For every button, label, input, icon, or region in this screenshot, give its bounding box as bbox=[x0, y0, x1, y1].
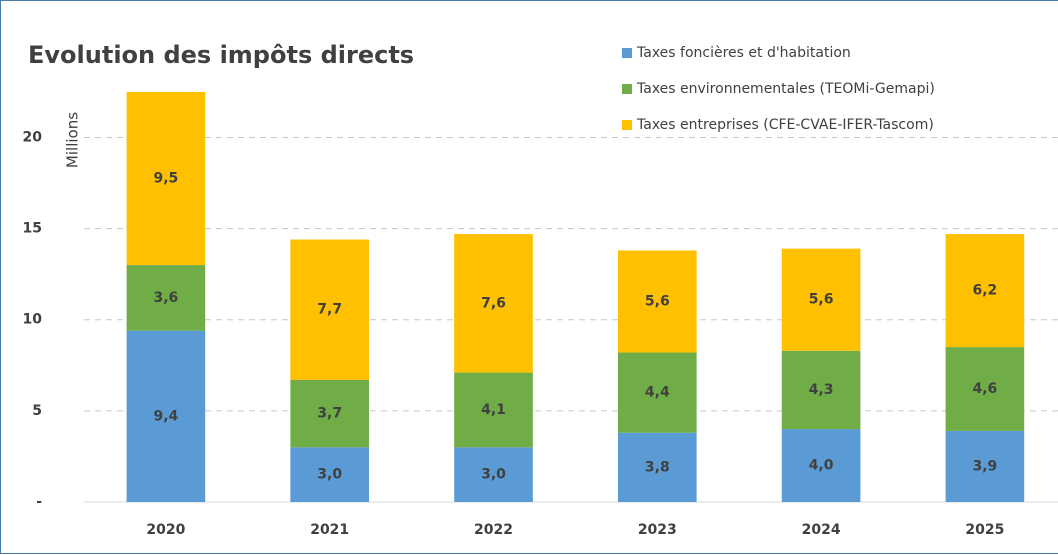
bar-segment bbox=[290, 447, 370, 502]
legend-label: Taxes environnementales (TEOMi-Gemapi) bbox=[636, 81, 935, 97]
value-label: 5,6 bbox=[645, 294, 670, 310]
bar-segment bbox=[781, 350, 861, 430]
bar-segment bbox=[781, 248, 861, 351]
bar-segment bbox=[454, 447, 533, 502]
x-tick-label: 2023 bbox=[638, 522, 677, 538]
chart-title: Evolution des impôts directs bbox=[28, 41, 414, 69]
y-tick-label: 15 bbox=[23, 221, 42, 237]
value-label: 6,2 bbox=[972, 283, 997, 299]
bar-segment bbox=[945, 347, 1025, 431]
value-label: 3,6 bbox=[153, 290, 178, 306]
value-label: 3,9 bbox=[972, 458, 997, 474]
x-tick-label: 2021 bbox=[310, 522, 349, 538]
y-tick-label: - bbox=[36, 494, 42, 510]
value-label: 4,0 bbox=[809, 458, 834, 474]
value-label: 5,6 bbox=[809, 292, 834, 308]
bar-segment bbox=[945, 234, 1025, 348]
bar-segment bbox=[617, 352, 697, 433]
value-label: 4,4 bbox=[645, 385, 670, 401]
bar-segment bbox=[290, 239, 370, 380]
legend-label: Taxes foncières et d'habitation bbox=[636, 45, 851, 61]
bar-segment bbox=[290, 379, 370, 448]
value-label: 3,0 bbox=[317, 467, 342, 483]
value-label: 7,7 bbox=[317, 302, 342, 318]
value-label: 4,1 bbox=[481, 402, 506, 418]
bar-segment bbox=[126, 330, 206, 502]
bar-segment bbox=[617, 250, 697, 353]
legend-swatch bbox=[622, 84, 632, 94]
x-tick-label: 2022 bbox=[474, 522, 513, 538]
value-label: 9,5 bbox=[153, 170, 178, 186]
value-label: 3,8 bbox=[645, 459, 670, 475]
legend-swatch bbox=[622, 120, 632, 130]
y-tick-label: 20 bbox=[23, 129, 43, 145]
value-label: 3,7 bbox=[317, 406, 342, 422]
y-tick-label: 5 bbox=[32, 403, 42, 419]
value-label: 4,6 bbox=[972, 381, 997, 397]
value-label: 9,4 bbox=[153, 408, 178, 424]
bar-segment bbox=[454, 234, 533, 373]
value-label: 3,0 bbox=[481, 467, 506, 483]
value-label: 4,3 bbox=[809, 382, 834, 398]
x-tick-label: 2025 bbox=[965, 522, 1004, 538]
legend-swatch bbox=[622, 48, 632, 58]
bar-segment bbox=[945, 430, 1025, 502]
y-tick-label: 10 bbox=[23, 312, 43, 328]
bar-segment bbox=[781, 429, 861, 502]
value-label: 7,6 bbox=[481, 295, 506, 311]
legend-label: Taxes entreprises (CFE-CVAE-IFER-Tascom) bbox=[636, 117, 934, 133]
x-tick-label: 2024 bbox=[802, 522, 841, 538]
bar-segment bbox=[454, 372, 533, 448]
bar-segment bbox=[126, 91, 206, 266]
bar-segment bbox=[617, 432, 697, 502]
bar-segment bbox=[126, 265, 206, 331]
x-tick-label: 2020 bbox=[146, 522, 185, 538]
y-axis-label: Millions bbox=[64, 112, 82, 168]
